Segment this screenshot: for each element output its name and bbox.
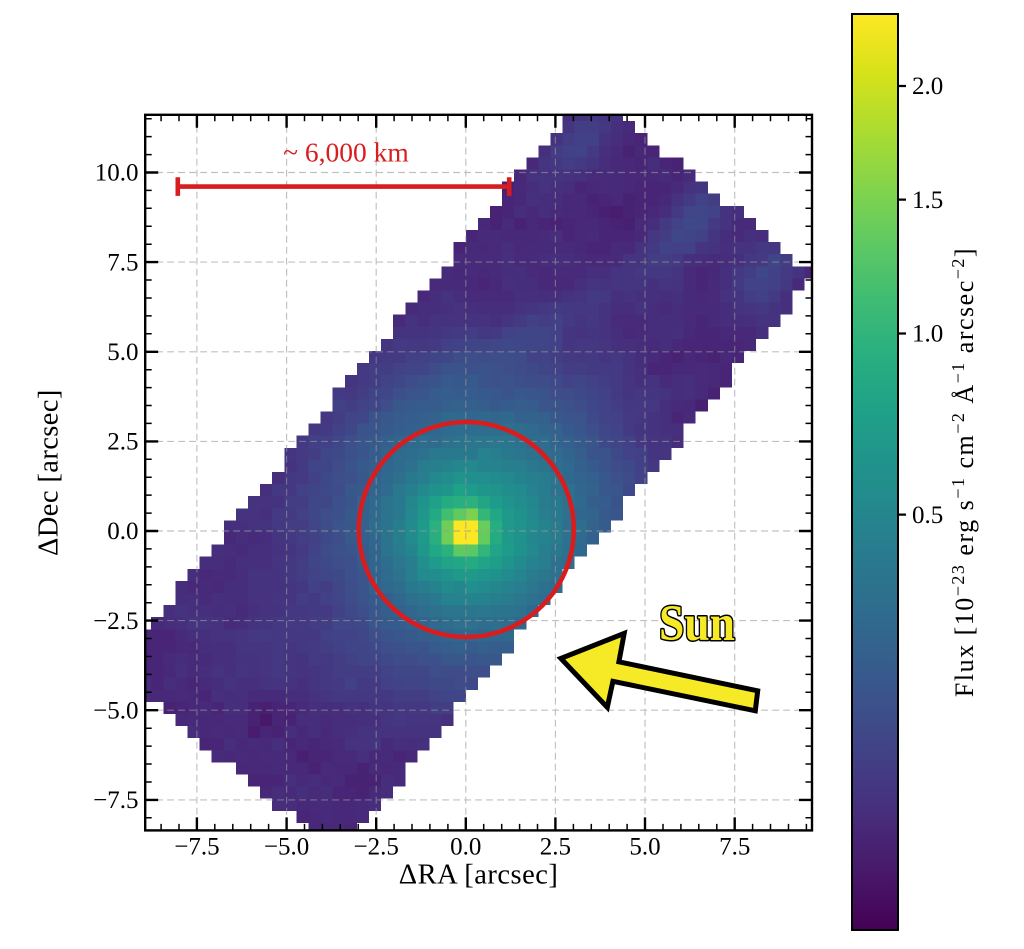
svg-text:1.5: 1.5 [912, 187, 943, 214]
svg-text:7.5: 7.5 [107, 249, 138, 276]
svg-text:2.5: 2.5 [107, 429, 138, 456]
svg-text:1.0: 1.0 [912, 321, 943, 348]
svg-text:0.5: 0.5 [912, 502, 943, 529]
svg-text:7.5: 7.5 [719, 834, 750, 861]
svg-text:−7.5: −7.5 [93, 787, 138, 814]
svg-text:2.5: 2.5 [540, 834, 571, 861]
svg-text:Flux [10−23 erg s−1 cm−2 Å−1 a: Flux [10−23 erg s−1 cm−2 Å−1 arcsec−2] [948, 247, 979, 697]
svg-text:2.0: 2.0 [912, 73, 943, 100]
svg-text:~ 6,000 km: ~ 6,000 km [283, 137, 409, 168]
svg-text:10.0: 10.0 [95, 160, 139, 187]
svg-text:−2.5: −2.5 [93, 608, 138, 635]
svg-text:−2.5: −2.5 [354, 834, 399, 861]
svg-text:0.0: 0.0 [450, 834, 481, 861]
svg-text:−7.5: −7.5 [174, 834, 219, 861]
svg-text:5.0: 5.0 [629, 834, 660, 861]
svg-text:−5.0: −5.0 [93, 698, 138, 725]
svg-text:ΔDec [arcsec]: ΔDec [arcsec] [34, 389, 65, 556]
svg-text:Sun: Sun [659, 596, 735, 652]
svg-text:0.0: 0.0 [107, 518, 138, 545]
svg-text:−5.0: −5.0 [264, 834, 309, 861]
svg-text:5.0: 5.0 [107, 339, 138, 366]
svg-text:ΔRA [arcsec]: ΔRA [arcsec] [399, 860, 559, 891]
